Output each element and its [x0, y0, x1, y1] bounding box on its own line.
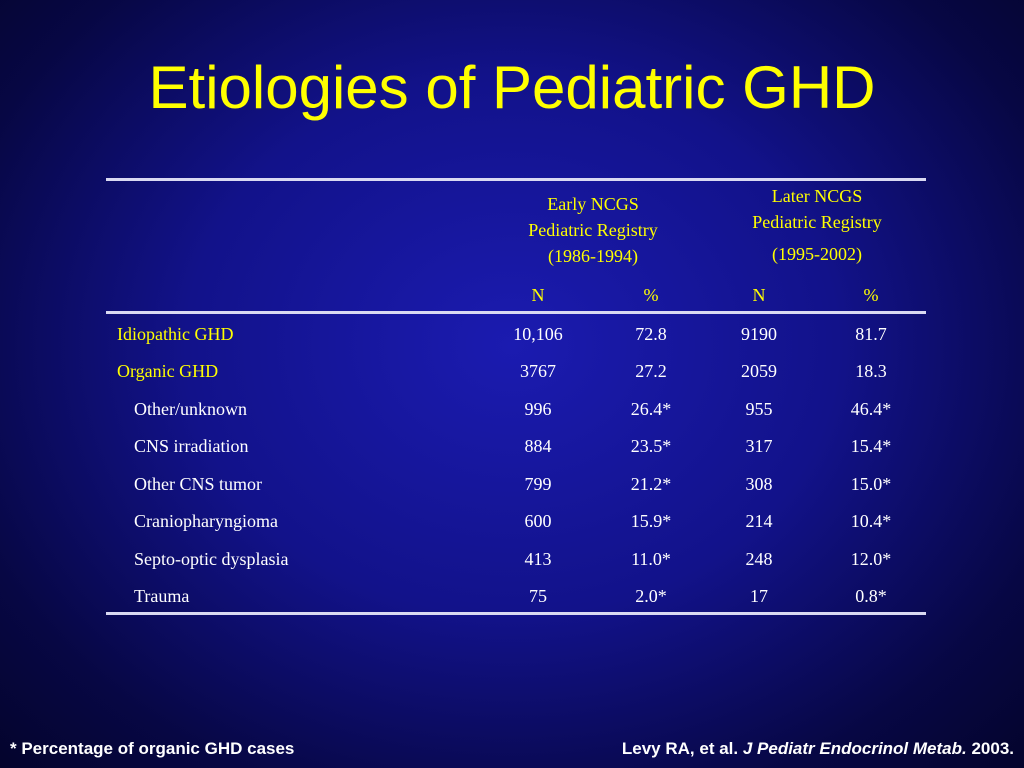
- row-label-septo-optic-dysplasia: Septo-optic dysplasia: [134, 549, 289, 569]
- table-cell: 413: [524, 549, 552, 569]
- table-cell: 2.0*: [635, 586, 667, 606]
- row-label-other-cns-tumor: Other CNS tumor: [134, 474, 262, 494]
- group-header-early-line3: (1986-1994): [548, 246, 638, 266]
- citation-year: 2003.: [971, 739, 1014, 758]
- table-row: Craniopharyngioma 600 15.9* 214 10.4*: [106, 502, 926, 540]
- table-cell: 600: [524, 511, 552, 531]
- table-cell: 15.9*: [630, 511, 672, 531]
- table-cell: 23.5*: [630, 436, 672, 456]
- group-header-later: Later NCGS Pediatric Registry (1995-2002…: [710, 183, 924, 267]
- table-cell: 248: [745, 549, 773, 569]
- subheader-early-n: N: [531, 285, 545, 305]
- table-cell: 996: [524, 399, 552, 419]
- footnote: * Percentage of organic GHD cases: [10, 739, 295, 758]
- table-row: Other/unknown 996 26.4* 955 46.4*: [106, 390, 926, 428]
- group-header-early-line1: Early NCGS: [547, 194, 639, 214]
- table-cell: 3767: [520, 361, 556, 381]
- table-cell: 21.2*: [630, 474, 672, 494]
- table-cell: 308: [745, 474, 773, 494]
- table-cell: 2059: [741, 361, 777, 381]
- table-cell: 15.4*: [850, 436, 892, 456]
- table-row: Other CNS tumor 799 21.2* 308 15.0*: [106, 465, 926, 503]
- table-row: CNS irradiation 884 23.5* 317 15.4*: [106, 427, 926, 465]
- group-header-later-line1: Later NCGS: [771, 186, 863, 206]
- group-header-early-line2: Pediatric Registry: [528, 220, 658, 240]
- table-cell: 27.2: [635, 361, 667, 381]
- table-cell: 317: [745, 436, 773, 456]
- table-cell: 799: [524, 474, 552, 494]
- citation-journal: J Pediatr Endocrinol Metab.: [742, 739, 967, 758]
- citation: Levy RA, et al. J Pediatr Endocrinol Met…: [622, 739, 1014, 759]
- table-bottom-rule: [106, 612, 926, 615]
- table-cell: 10,106: [513, 324, 563, 344]
- row-label-cns-irradiation: CNS irradiation: [134, 436, 249, 456]
- table-cell: 884: [524, 436, 552, 456]
- group-header-later-line2: Pediatric Registry: [752, 212, 882, 232]
- table-cell: 955: [745, 399, 773, 419]
- subheader-early-pct: %: [643, 285, 659, 305]
- subheader-later-pct: %: [863, 285, 879, 305]
- table-cell: 10.4*: [850, 511, 892, 531]
- table-cell: 17: [750, 586, 768, 606]
- table-cell: 214: [745, 511, 773, 531]
- table-cell: 46.4*: [850, 399, 892, 419]
- table-row: Organic GHD 3767 27.2 2059 18.3: [106, 352, 926, 390]
- table-cell: 81.7: [855, 324, 887, 344]
- table-cell: 11.0*: [631, 549, 671, 569]
- table-row: Trauma 75 2.0* 17 0.8*: [106, 577, 926, 615]
- table-cell: 9190: [741, 324, 777, 344]
- table-top-rule: [106, 178, 926, 181]
- citation-authors: Levy RA, et al.: [621, 739, 739, 758]
- table-cell: 75: [529, 586, 547, 606]
- row-label-organic: Organic GHD: [117, 361, 219, 381]
- row-label-other-unknown: Other/unknown: [134, 399, 247, 419]
- table-header-rule: [106, 311, 926, 314]
- row-label-craniopharyngioma: Craniopharyngioma: [134, 511, 278, 531]
- table-cell: 12.0*: [850, 549, 892, 569]
- table-cell: 18.3: [855, 361, 887, 381]
- table-cell: 0.8*: [855, 586, 887, 606]
- slide-title: Etiologies of Pediatric GHD: [148, 54, 876, 121]
- row-label-trauma: Trauma: [134, 586, 190, 606]
- group-header-early: Early NCGS Pediatric Registry (1986-1994…: [486, 191, 700, 269]
- table-cell: 72.8: [635, 324, 667, 344]
- table-cell: 26.4*: [630, 399, 672, 419]
- subheader-later-n: N: [752, 285, 766, 305]
- row-label-idiopathic: Idiopathic GHD: [117, 324, 234, 344]
- table-cell: 15.0*: [850, 474, 892, 494]
- table-row: Idiopathic GHD 10,106 72.8 9190 81.7: [106, 315, 926, 353]
- table-row: Septo-optic dysplasia 413 11.0* 248 12.0…: [106, 540, 926, 578]
- group-header-later-line3: (1995-2002): [772, 244, 862, 264]
